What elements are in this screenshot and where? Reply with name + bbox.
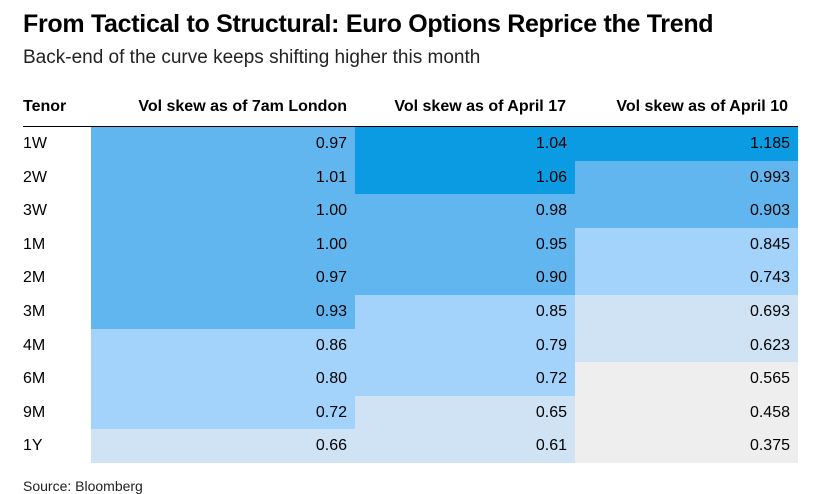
value-cell: 0.97	[91, 261, 355, 295]
value-cell: 0.93	[91, 294, 355, 329]
table-row: 9M 0.72 0.65 0.458	[23, 395, 798, 430]
table-row: 2W 1.01 1.06 0.993	[23, 160, 798, 195]
header-april-10: Vol skew as of April 10	[616, 98, 788, 115]
value-cell: 1.01	[91, 160, 355, 195]
tenor-cell: 4M	[23, 336, 46, 354]
value-cell: 1.04	[355, 127, 575, 161]
value-cell: 0.80	[91, 362, 355, 396]
value-cell: 0.97	[91, 127, 355, 161]
table-row: 1Y 0.66 0.61 0.375	[23, 429, 798, 463]
value-cell: 0.375	[575, 429, 798, 463]
value-cell: 0.86	[91, 328, 355, 363]
value-cell: 1.00	[91, 227, 355, 262]
table-header: Tenor Vol skew as of 7am London Vol skew…	[23, 95, 798, 127]
value-cell: 0.72	[91, 395, 355, 430]
value-cell: 0.65	[355, 395, 575, 430]
value-cell: 0.845	[575, 227, 798, 262]
tenor-cell: 1Y	[23, 437, 43, 455]
header-april-17: Vol skew as of April 17	[394, 98, 566, 115]
value-cell: 0.61	[355, 429, 575, 463]
source-note: Source: Bloomberg	[23, 478, 143, 494]
tenor-cell: 2M	[23, 269, 46, 287]
value-cell: 0.66	[91, 429, 355, 463]
value-cell: 1.185	[575, 127, 798, 161]
header-7am-london: Vol skew as of 7am London	[138, 98, 347, 115]
value-cell: 0.903	[575, 194, 798, 228]
value-cell: 0.85	[355, 294, 575, 329]
header-tenor: Tenor	[23, 98, 67, 115]
table-row: 3M 0.93 0.85 0.693	[23, 294, 798, 329]
tenor-cell: 1M	[23, 235, 46, 253]
value-cell: 1.06	[355, 160, 575, 195]
table-row: 1W 0.97 1.04 1.185	[23, 127, 798, 161]
value-cell: 0.743	[575, 261, 798, 295]
chart-title: From Tactical to Structural: Euro Option…	[23, 10, 714, 38]
tenor-cell: 1W	[23, 135, 47, 152]
table-row: 4M 0.86 0.79 0.623	[23, 328, 798, 363]
value-cell: 0.98	[355, 194, 575, 228]
table-row: 6M 0.80 0.72 0.565	[23, 362, 798, 396]
value-cell: 1.00	[91, 194, 355, 228]
value-cell: 0.993	[575, 160, 798, 195]
value-cell: 0.623	[575, 328, 798, 363]
table-row: 1M 1.00 0.95 0.845	[23, 227, 798, 262]
chart-subtitle: Back-end of the curve keeps shifting hig…	[23, 47, 481, 68]
value-cell: 0.95	[355, 227, 575, 262]
value-cell: 0.72	[355, 362, 575, 396]
table-body: 1W 0.97 1.04 1.185 2W 1.01 1.06 0.993 3W 1.00 0.98…	[23, 127, 798, 463]
value-cell: 0.79	[355, 328, 575, 363]
tenor-cell: 3M	[23, 302, 46, 320]
value-cell: 0.90	[355, 261, 575, 295]
tenor-cell: 2W	[23, 168, 47, 186]
table-row: 3W 1.00 0.98 0.903	[23, 194, 798, 228]
value-cell: 0.693	[575, 294, 798, 329]
tenor-cell: 6M	[23, 370, 46, 388]
value-cell: 0.458	[575, 395, 798, 430]
tenor-cell: 9M	[23, 403, 46, 421]
table-row: 2M 0.97 0.90 0.743	[23, 261, 798, 295]
value-cell: 0.565	[575, 362, 798, 396]
tenor-cell: 3W	[23, 202, 47, 220]
